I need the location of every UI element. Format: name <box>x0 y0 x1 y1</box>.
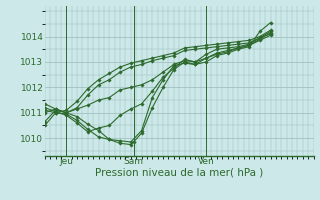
X-axis label: Pression niveau de la mer( hPa ): Pression niveau de la mer( hPa ) <box>95 168 263 178</box>
